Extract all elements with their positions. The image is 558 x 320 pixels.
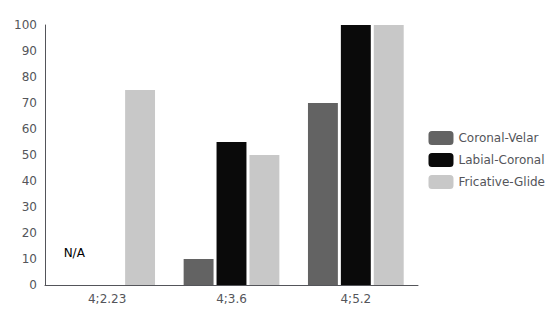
svg-text:70: 70 (22, 96, 37, 110)
svg-text:40: 40 (22, 174, 37, 188)
svg-text:60: 60 (22, 122, 37, 136)
svg-text:4;2.23: 4;2.23 (88, 292, 126, 306)
svg-text:4;5.2: 4;5.2 (340, 292, 371, 306)
svg-text:4;3.6: 4;3.6 (216, 292, 247, 306)
svg-text:100: 100 (14, 18, 37, 32)
svg-text:80: 80 (22, 70, 37, 84)
svg-text:10: 10 (22, 252, 37, 266)
svg-text:20: 20 (22, 226, 37, 240)
svg-text:50: 50 (22, 148, 37, 162)
svg-text:Fricative-Glide: Fricative-Glide (458, 175, 545, 189)
svg-text:Coronal-Velar: Coronal-Velar (458, 131, 538, 145)
svg-text:30: 30 (22, 200, 37, 214)
svg-text:Labial-Coronal: Labial-Coronal (458, 153, 544, 167)
svg-text:0: 0 (29, 278, 37, 292)
svg-text:N/A: N/A (64, 246, 86, 260)
svg-text:90: 90 (22, 44, 37, 58)
